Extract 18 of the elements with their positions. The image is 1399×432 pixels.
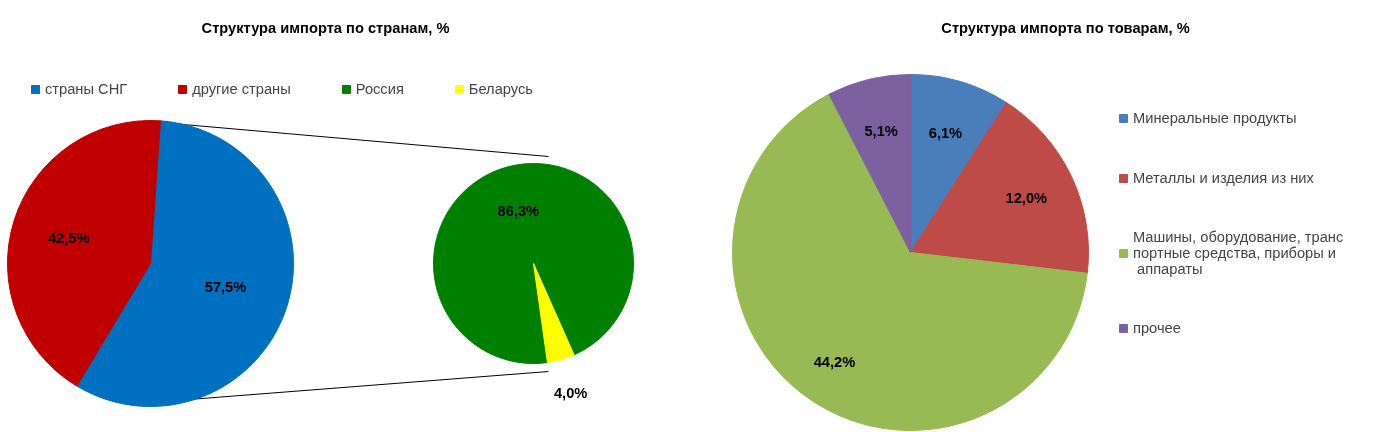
- data-label: 12,0%: [1005, 189, 1048, 206]
- chart-title: Структура импорта по товарам, %: [941, 19, 1190, 36]
- data-label: 44,2%: [813, 354, 856, 371]
- legend-label: прочее: [1133, 319, 1181, 337]
- text: Структура импорта по странам, %: [201, 19, 450, 36]
- legend-label: Минеральные продукты: [1133, 109, 1297, 127]
- legend-label: Машины, оборудование, транспортные средства, приборы и аппараты: [1133, 229, 1344, 277]
- data-label: 57,5%: [204, 279, 247, 296]
- data-label: 86,3%: [497, 202, 540, 219]
- data-label: 6,1%: [928, 124, 963, 141]
- data-label: 4,0%: [553, 385, 588, 402]
- legend-label: другие страны: [192, 81, 291, 97]
- data-label: 5,1%: [864, 123, 898, 140]
- legend-label: Россия: [355, 81, 404, 97]
- legend-label: страны СНГ: [45, 81, 128, 97]
- legend-label: Беларусь: [468, 81, 533, 97]
- data-label: 42,5%: [47, 229, 90, 246]
- legend-label: Металлы и изделия из них: [1133, 169, 1314, 187]
